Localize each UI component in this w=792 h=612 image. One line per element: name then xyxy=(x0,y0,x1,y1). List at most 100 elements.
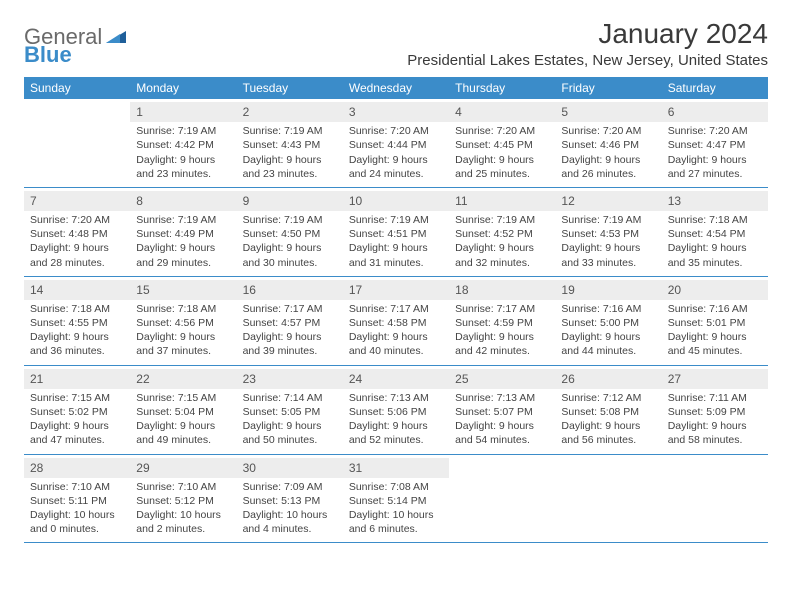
week-row: 21Sunrise: 7:15 AMSunset: 5:02 PMDayligh… xyxy=(24,366,768,455)
day-d2: and 23 minutes. xyxy=(243,167,337,181)
day-d1: Daylight: 9 hours xyxy=(243,330,337,344)
day-cell: 28Sunrise: 7:10 AMSunset: 5:11 PMDayligh… xyxy=(24,455,130,543)
day-d2: and 26 minutes. xyxy=(561,167,655,181)
day-d2: and 6 minutes. xyxy=(349,522,443,536)
day-d1: Daylight: 9 hours xyxy=(136,241,230,255)
day-ss: Sunset: 4:58 PM xyxy=(349,316,443,330)
day-number: 8 xyxy=(130,191,236,211)
day-sr: Sunrise: 7:09 AM xyxy=(243,480,337,494)
day-cell: 22Sunrise: 7:15 AMSunset: 5:04 PMDayligh… xyxy=(130,366,236,454)
day-d1: Daylight: 9 hours xyxy=(30,241,124,255)
day-number: 27 xyxy=(662,369,768,389)
day-ss: Sunset: 5:07 PM xyxy=(455,405,549,419)
day-d1: Daylight: 10 hours xyxy=(30,508,124,522)
day-d2: and 0 minutes. xyxy=(30,522,124,536)
day-d1: Daylight: 9 hours xyxy=(561,153,655,167)
day-d1: Daylight: 9 hours xyxy=(668,330,762,344)
day-cell: 3Sunrise: 7:20 AMSunset: 4:44 PMDaylight… xyxy=(343,99,449,187)
day-d1: Daylight: 10 hours xyxy=(349,508,443,522)
day-number: 15 xyxy=(130,280,236,300)
day-sr: Sunrise: 7:16 AM xyxy=(561,302,655,316)
day-ss: Sunset: 5:02 PM xyxy=(30,405,124,419)
logo-text-2: Blue xyxy=(24,42,72,67)
day-number: 7 xyxy=(24,191,130,211)
day-ss: Sunset: 5:04 PM xyxy=(136,405,230,419)
day-d2: and 42 minutes. xyxy=(455,344,549,358)
day-number: 25 xyxy=(449,369,555,389)
day-number: 14 xyxy=(24,280,130,300)
day-d2: and 45 minutes. xyxy=(668,344,762,358)
day-cell: 2Sunrise: 7:19 AMSunset: 4:43 PMDaylight… xyxy=(237,99,343,187)
day-ss: Sunset: 5:14 PM xyxy=(349,494,443,508)
day-d1: Daylight: 10 hours xyxy=(136,508,230,522)
day-ss: Sunset: 4:43 PM xyxy=(243,138,337,152)
weekday-tue: Tuesday xyxy=(237,77,343,99)
day-ss: Sunset: 5:01 PM xyxy=(668,316,762,330)
day-d1: Daylight: 9 hours xyxy=(349,330,443,344)
day-sr: Sunrise: 7:20 AM xyxy=(561,124,655,138)
day-d1: Daylight: 9 hours xyxy=(30,419,124,433)
day-sr: Sunrise: 7:18 AM xyxy=(668,213,762,227)
day-number: 20 xyxy=(662,280,768,300)
day-d2: and 49 minutes. xyxy=(136,433,230,447)
day-cell: 31Sunrise: 7:08 AMSunset: 5:14 PMDayligh… xyxy=(343,455,449,543)
day-sr: Sunrise: 7:13 AM xyxy=(455,391,549,405)
day-d1: Daylight: 9 hours xyxy=(136,419,230,433)
day-ss: Sunset: 4:47 PM xyxy=(668,138,762,152)
day-sr: Sunrise: 7:16 AM xyxy=(668,302,762,316)
day-sr: Sunrise: 7:11 AM xyxy=(668,391,762,405)
day-cell xyxy=(662,455,768,543)
day-number: 17 xyxy=(343,280,449,300)
day-sr: Sunrise: 7:20 AM xyxy=(30,213,124,227)
week-row: 1Sunrise: 7:19 AMSunset: 4:42 PMDaylight… xyxy=(24,99,768,188)
day-number: 31 xyxy=(343,458,449,478)
logo-sub: Blue xyxy=(24,42,72,68)
day-ss: Sunset: 5:05 PM xyxy=(243,405,337,419)
day-number: 13 xyxy=(662,191,768,211)
day-ss: Sunset: 5:12 PM xyxy=(136,494,230,508)
weekday-wed: Wednesday xyxy=(343,77,449,99)
month-title: January 2024 xyxy=(407,18,768,50)
weekday-thu: Thursday xyxy=(449,77,555,99)
week-row: 28Sunrise: 7:10 AMSunset: 5:11 PMDayligh… xyxy=(24,455,768,544)
day-number: 19 xyxy=(555,280,661,300)
day-number: 21 xyxy=(24,369,130,389)
day-number: 29 xyxy=(130,458,236,478)
day-number: 12 xyxy=(555,191,661,211)
logo-triangle-icon xyxy=(106,27,126,48)
day-sr: Sunrise: 7:19 AM xyxy=(243,124,337,138)
day-number: 5 xyxy=(555,102,661,122)
day-cell: 11Sunrise: 7:19 AMSunset: 4:52 PMDayligh… xyxy=(449,188,555,276)
day-cell xyxy=(555,455,661,543)
day-d2: and 32 minutes. xyxy=(455,256,549,270)
day-d2: and 25 minutes. xyxy=(455,167,549,181)
weekday-mon: Monday xyxy=(130,77,236,99)
day-number: 22 xyxy=(130,369,236,389)
day-ss: Sunset: 4:53 PM xyxy=(561,227,655,241)
day-number: 6 xyxy=(662,102,768,122)
day-cell: 15Sunrise: 7:18 AMSunset: 4:56 PMDayligh… xyxy=(130,277,236,365)
day-sr: Sunrise: 7:19 AM xyxy=(243,213,337,227)
day-d1: Daylight: 9 hours xyxy=(561,241,655,255)
day-cell: 14Sunrise: 7:18 AMSunset: 4:55 PMDayligh… xyxy=(24,277,130,365)
day-ss: Sunset: 4:42 PM xyxy=(136,138,230,152)
day-d1: Daylight: 9 hours xyxy=(243,153,337,167)
day-d2: and 47 minutes. xyxy=(30,433,124,447)
day-cell: 30Sunrise: 7:09 AMSunset: 5:13 PMDayligh… xyxy=(237,455,343,543)
day-sr: Sunrise: 7:20 AM xyxy=(668,124,762,138)
day-d2: and 23 minutes. xyxy=(136,167,230,181)
day-cell: 17Sunrise: 7:17 AMSunset: 4:58 PMDayligh… xyxy=(343,277,449,365)
weeks-container: 1Sunrise: 7:19 AMSunset: 4:42 PMDaylight… xyxy=(24,99,768,543)
day-d2: and 4 minutes. xyxy=(243,522,337,536)
day-ss: Sunset: 4:51 PM xyxy=(349,227,443,241)
day-sr: Sunrise: 7:19 AM xyxy=(561,213,655,227)
day-sr: Sunrise: 7:10 AM xyxy=(30,480,124,494)
day-number: 1 xyxy=(130,102,236,122)
day-cell xyxy=(24,99,130,187)
weekday-sun: Sunday xyxy=(24,77,130,99)
day-sr: Sunrise: 7:20 AM xyxy=(349,124,443,138)
day-number: 26 xyxy=(555,369,661,389)
location-text: Presidential Lakes Estates, New Jersey, … xyxy=(407,52,768,69)
day-d1: Daylight: 9 hours xyxy=(136,153,230,167)
day-ss: Sunset: 5:08 PM xyxy=(561,405,655,419)
